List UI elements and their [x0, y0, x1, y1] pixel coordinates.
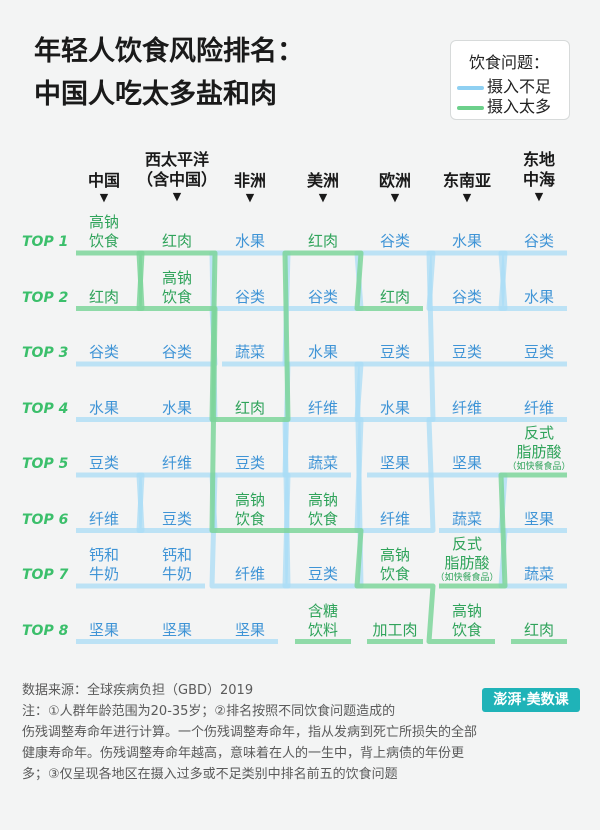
ranking-cell: 坚果	[161, 620, 192, 639]
ranking-cell: 水果	[523, 287, 554, 306]
region-header: 东南亚 ▼	[442, 171, 491, 204]
note-line-4: 多；③仅呈现各地区在摄入过多或不足类别中排名前五的饮食问题	[22, 767, 398, 782]
ranking-cell: 谷类	[234, 287, 265, 306]
region-header: 东地 中海 ▼	[522, 150, 555, 203]
ranking-cell: 高钠 饮食	[451, 601, 482, 639]
ranking-cell: 高钠 饮食	[161, 268, 192, 306]
legend-label-excess: 摄入太多	[487, 97, 552, 116]
rank-label: TOP 5	[22, 456, 69, 472]
ranking-cell: 豆类	[451, 343, 482, 361]
ranking-cell: 谷类	[379, 232, 410, 250]
rank-flow-line	[76, 361, 567, 589]
ranking-cell: 豆类	[379, 343, 410, 361]
region-header: 西太平洋 （含中国） ▼	[137, 150, 218, 203]
title-line-1: 年轻人饮食风险排名：	[34, 36, 304, 67]
ranking-cell: 坚果	[88, 620, 119, 639]
legend-swatch-deficient	[457, 85, 484, 90]
rank-flow-line	[439, 472, 567, 589]
ranking-cell: 红肉	[234, 398, 265, 417]
ranking-cell: 蔬菜	[451, 509, 482, 528]
ranking-cell: 谷类	[523, 232, 554, 250]
ranking-cell: 水果	[234, 232, 265, 250]
ranking-cell: 红肉	[379, 287, 410, 306]
ranking-cell: 水果	[161, 398, 192, 417]
ranking-cell: 蔬菜	[307, 454, 338, 472]
ranking-cell: 水果	[307, 343, 338, 361]
ranking-cell: 水果	[379, 398, 410, 417]
region-header: 美洲 ▼	[306, 171, 339, 204]
ranking-cell: 豆类	[161, 509, 192, 528]
ranking-chart	[76, 250, 567, 644]
ranking-cell: 蔬菜	[523, 565, 554, 583]
rank-label: TOP 4	[22, 400, 69, 417]
ranking-cell: 钙和 牛奶	[161, 546, 192, 583]
rank-label: TOP 7	[22, 567, 69, 583]
ranking-cell: 豆类	[234, 454, 265, 472]
title-line-2: 中国人吃太多盐和肉	[34, 79, 277, 110]
ranking-cell: 反式 脂肪酸 （如快餐食品）	[435, 535, 499, 583]
rank-label: TOP 6	[22, 511, 69, 528]
legend-swatch-excess	[457, 105, 484, 110]
rank-flow-line	[76, 250, 567, 367]
note-line-2: 伤残调整寿命年进行计算。一个伤残调整寿命年，指从发病到死亡所损失的全部	[22, 725, 478, 740]
region-header: 非洲 ▼	[233, 171, 266, 204]
ranking-cell: 纤维	[307, 398, 338, 417]
ranking-cell: 豆类	[523, 343, 554, 361]
ranking-cell: 纤维	[161, 454, 192, 472]
legend-title: 饮食问题：	[469, 53, 550, 72]
rank-flow-line	[76, 250, 567, 422]
legend-item-deficient: 摄入不足	[457, 73, 551, 97]
ranking-cell: 豆类	[307, 565, 338, 583]
ranking-cell: 谷类	[307, 287, 338, 306]
note-line-1: 注：①人群年龄范围为20-35岁；②排名按照不同饮食问题造成的	[22, 704, 396, 719]
ranking-cell: 纤维	[451, 398, 482, 417]
rank-label: TOP 2	[22, 289, 69, 306]
ranking-cell: 谷类	[161, 343, 192, 361]
ranking-cell: 红肉	[307, 232, 338, 250]
legend: 饮食问题： 摄入不足 摄入太多	[450, 40, 570, 120]
ranking-cell: 红肉	[88, 287, 119, 306]
ranking-cell: 谷类	[451, 287, 482, 306]
legend-item-excess: 摄入太多	[457, 93, 551, 117]
ranking-cell: 坚果	[234, 620, 265, 639]
ranking-cell: 含糖 饮料	[307, 601, 338, 639]
ranking-cell: 红肉	[161, 232, 192, 250]
ranking-cell: 谷类	[88, 343, 119, 361]
region-header: 欧洲 ▼	[378, 171, 411, 204]
note-line-3: 健康寿命年。伤残调整寿命年越高，意味着在人的一生中，背上病债的年份更	[22, 746, 465, 761]
rank-flow-line	[76, 417, 567, 589]
rank-flow-line	[76, 250, 423, 422]
legend-label-deficient: 摄入不足	[487, 77, 552, 96]
ranking-cell: 水果	[88, 398, 119, 417]
footer: 数据来源：全球疾病负担（GBD）2019 注：①人群年龄范围为20-35岁；②排…	[22, 680, 582, 785]
rank-label: TOP 8	[22, 622, 69, 639]
ranking-cell: 蔬菜	[234, 343, 265, 361]
rank-label: TOP 1	[22, 234, 69, 250]
ranking-cell: 反式 脂肪酸 （如快餐食品）	[507, 424, 571, 472]
region-header: 中国 ▼	[87, 171, 120, 204]
rank-label: TOP 3	[22, 345, 69, 361]
ranking-cell: 纤维	[523, 398, 554, 417]
ranking-cell: 高钠 饮食	[379, 546, 410, 583]
ranking-cell: 钙和 牛奶	[88, 546, 119, 583]
ranking-cell: 坚果	[451, 454, 482, 472]
ranking-cell: 坚果	[523, 509, 554, 528]
page-title: 年轻人饮食风险排名： 中国人吃太多盐和肉	[34, 30, 304, 116]
ranking-cell: 纤维	[234, 565, 265, 583]
ranking-cell: 高钠 饮食	[234, 490, 265, 528]
ranking-cell: 加工肉	[372, 620, 418, 639]
ranking-cell: 豆类	[88, 454, 119, 472]
ranking-cell: 纤维	[88, 509, 119, 528]
ranking-cell: 纤维	[379, 509, 410, 528]
ranking-cell: 坚果	[379, 454, 410, 472]
data-source: 数据来源：全球疾病负担（GBD）2019	[22, 683, 254, 698]
ranking-cell: 高钠 饮食	[88, 213, 119, 250]
ranking-cell: 高钠 饮食	[307, 490, 338, 528]
brand-logo: 澎湃·美数课	[482, 688, 580, 712]
ranking-cell: 红肉	[523, 620, 554, 639]
ranking-cell: 水果	[451, 232, 482, 250]
